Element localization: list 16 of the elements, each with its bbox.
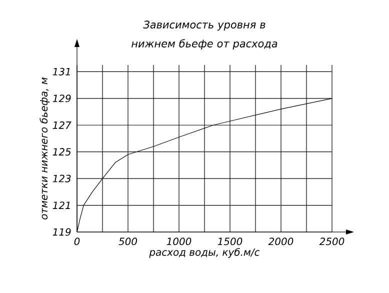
x-axis-title: расход воды, куб.м/с — [149, 248, 260, 258]
x-tick-label: 500 — [118, 238, 138, 246]
x-tick-label: 1500 — [218, 238, 242, 246]
y-tick-label: 123 — [52, 174, 71, 182]
chart-title: Зависимость уровня в нижнем бьефе от расхода — [132, 20, 278, 50]
x-tick-label: 0 — [74, 238, 80, 246]
y-tick-label: 127 — [52, 121, 72, 129]
y-axis-title: отметки нижнего бьефа, м — [40, 78, 50, 220]
x-tick-label: 2500 — [319, 238, 344, 246]
y-tick-label: 131 — [52, 68, 70, 76]
x-tick-label: 2000 — [268, 238, 294, 246]
y-tick-label: 129 — [52, 94, 71, 102]
y-tick-label: 121 — [52, 202, 70, 209]
y-tick-label: 119 — [52, 228, 71, 236]
x-tick-label: 1000 — [166, 238, 192, 246]
y-tick-label: 125 — [52, 148, 71, 156]
